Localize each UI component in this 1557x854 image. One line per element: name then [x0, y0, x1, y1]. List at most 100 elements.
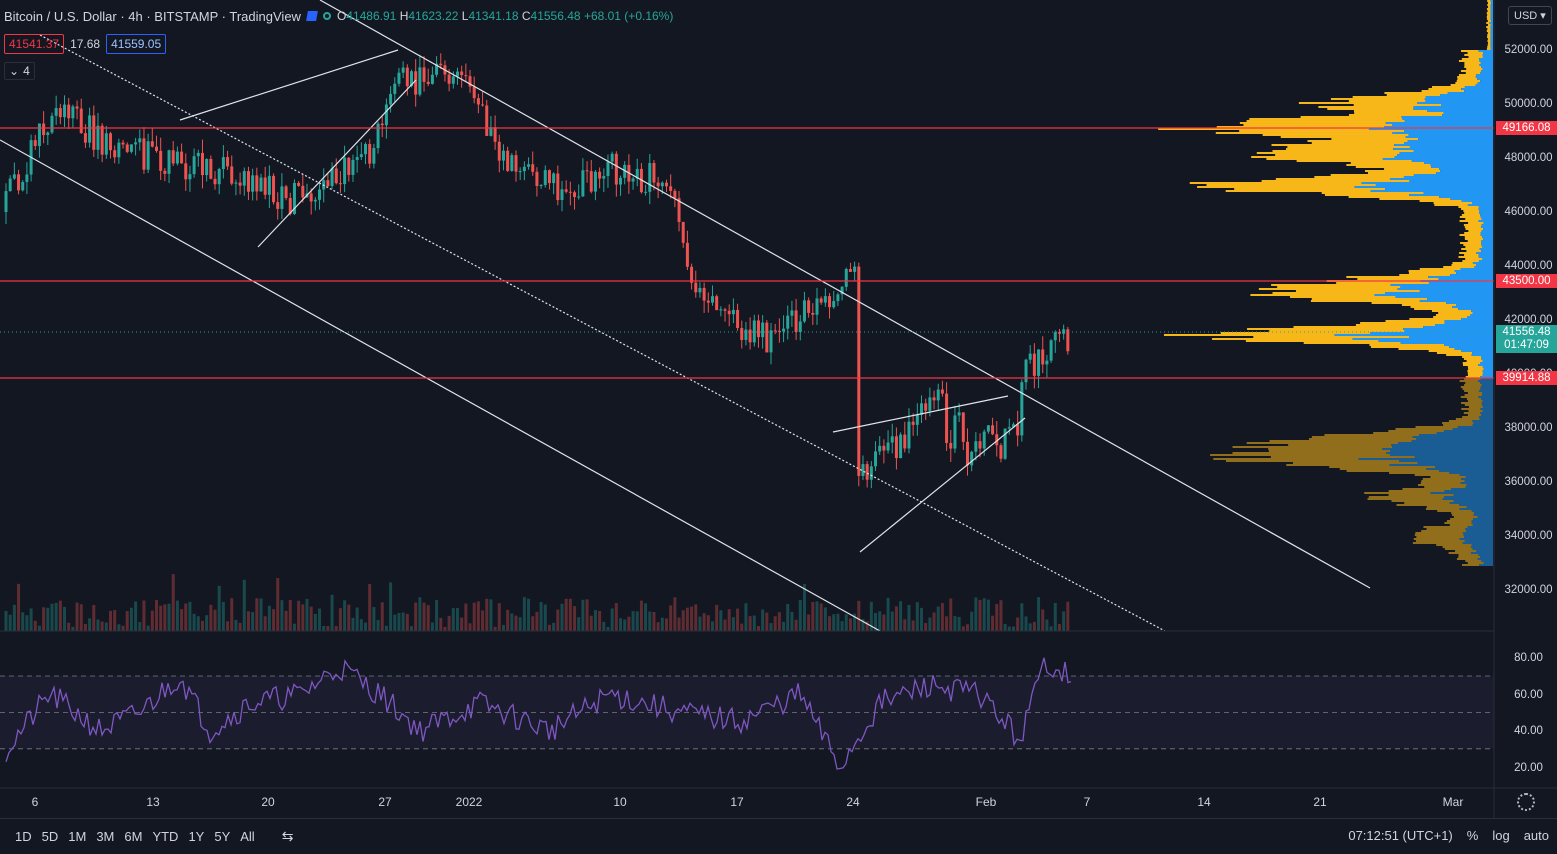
volume-bar [857, 600, 861, 631]
settings-gear-icon[interactable] [1517, 793, 1535, 811]
candle [242, 171, 246, 186]
candle [180, 151, 184, 164]
auto-toggle[interactable]: auto [1523, 828, 1549, 843]
volume-bar [1062, 611, 1066, 631]
price-axis-label: 46000.00 [1504, 206, 1553, 218]
volume-bar [301, 604, 305, 631]
candle [1041, 349, 1045, 365]
candle [8, 178, 12, 192]
candle [623, 164, 627, 178]
currency-select[interactable]: USD ▾ [1508, 6, 1552, 25]
candle [999, 445, 1003, 459]
percent-toggle[interactable]: % [1466, 828, 1479, 843]
volume-bar [196, 616, 200, 631]
volume-bar [635, 611, 639, 631]
volume-bar [226, 621, 230, 631]
range-button-all[interactable]: All [240, 829, 255, 844]
candle [539, 185, 543, 187]
symbol-header[interactable]: Bitcoin / U.S. Dollar · 4h · BITSTAMP · … [4, 6, 673, 26]
log-toggle[interactable]: log [1492, 828, 1510, 843]
candle [67, 104, 71, 119]
candle [234, 182, 238, 184]
bottom-toolbar: 1D 5D 1M 3M 6M YTD 1Y 5Y All ⇆ 07:12:51 (UTC+1) … [0, 818, 1557, 854]
volume-bar [297, 600, 301, 631]
candle [184, 163, 188, 180]
flag-icon[interactable] [306, 11, 318, 21]
candle [226, 157, 230, 167]
range-button-5y[interactable]: 5Y [214, 829, 231, 844]
candle [405, 67, 409, 87]
time-axis-label: 7 [1083, 795, 1091, 809]
volume-bar [652, 611, 656, 631]
candle [175, 151, 179, 164]
candle [702, 287, 706, 301]
volume-bar [272, 609, 276, 631]
price-axis-label: 36000.00 [1504, 476, 1553, 488]
candle [953, 415, 957, 449]
volume-bar [606, 626, 610, 631]
volume-bar [648, 611, 652, 631]
date-range-icon[interactable]: ⇆ [281, 828, 294, 844]
volume-bar [790, 611, 794, 631]
range-button-5d[interactable]: 5D [41, 829, 59, 844]
volume-bar [848, 618, 852, 631]
volume-bar [543, 604, 547, 631]
volume-bar [326, 625, 330, 631]
candle [1007, 427, 1011, 429]
indicators-toggle[interactable]: ⌄ 4 [4, 62, 35, 80]
volume-bar [88, 618, 92, 631]
volume-bar [146, 625, 150, 631]
range-button-1m[interactable]: 1M [68, 829, 87, 844]
range-button-6m[interactable]: 6M [124, 829, 143, 844]
volume-bar [1053, 603, 1057, 631]
candle [819, 298, 823, 303]
volume-bar [719, 610, 723, 631]
candle [238, 182, 242, 186]
volume-bar [527, 598, 531, 631]
candle [681, 221, 685, 243]
range-button-ytd[interactable]: YTD [152, 829, 179, 844]
sell-button[interactable]: 41541.37 [4, 34, 65, 54]
candle [355, 157, 359, 160]
candle [100, 125, 104, 155]
volume-bar [209, 604, 213, 631]
candle [451, 76, 455, 84]
buy-button[interactable]: 41559.05 [106, 34, 167, 54]
range-button-3m[interactable]: 3M [96, 829, 115, 844]
candle [71, 106, 75, 119]
volume-bar [961, 626, 965, 631]
time-axis-label: 27 [378, 795, 392, 809]
volume-bar [230, 598, 234, 631]
range-button-1y[interactable]: 1Y [188, 829, 205, 844]
candle [694, 282, 698, 293]
buy-sell-row: 41541.37 17.68 41559.05 [4, 34, 167, 54]
candle [1003, 428, 1007, 459]
candle [564, 189, 568, 192]
candle [928, 397, 932, 411]
candle [602, 176, 606, 179]
volume-bar [945, 616, 949, 631]
candle [1066, 329, 1070, 352]
price-axis-label: 50000.00 [1504, 98, 1553, 110]
volume-bar [17, 583, 21, 631]
level-tag-2: 43500.00 [1496, 274, 1557, 288]
volume-bar [878, 611, 882, 631]
symbol-title[interactable]: Bitcoin / U.S. Dollar · 4h · BITSTAMP · … [4, 8, 301, 24]
candle [272, 175, 276, 203]
volume-bar [1032, 621, 1036, 631]
volume-bar [100, 621, 104, 631]
candle [63, 104, 67, 118]
volume-bar [890, 611, 894, 631]
volume-bar [665, 618, 669, 631]
candle [861, 464, 865, 476]
candle [359, 154, 363, 158]
clock[interactable]: 07:12:51 (UTC+1) [1348, 828, 1453, 843]
range-button-1d[interactable]: 1D [15, 829, 32, 844]
indicator-count: 4 [23, 64, 30, 78]
candle [853, 266, 857, 272]
volume-bar [510, 613, 514, 631]
volume-bar [911, 620, 915, 631]
candle [836, 294, 840, 302]
candle [1057, 332, 1061, 334]
